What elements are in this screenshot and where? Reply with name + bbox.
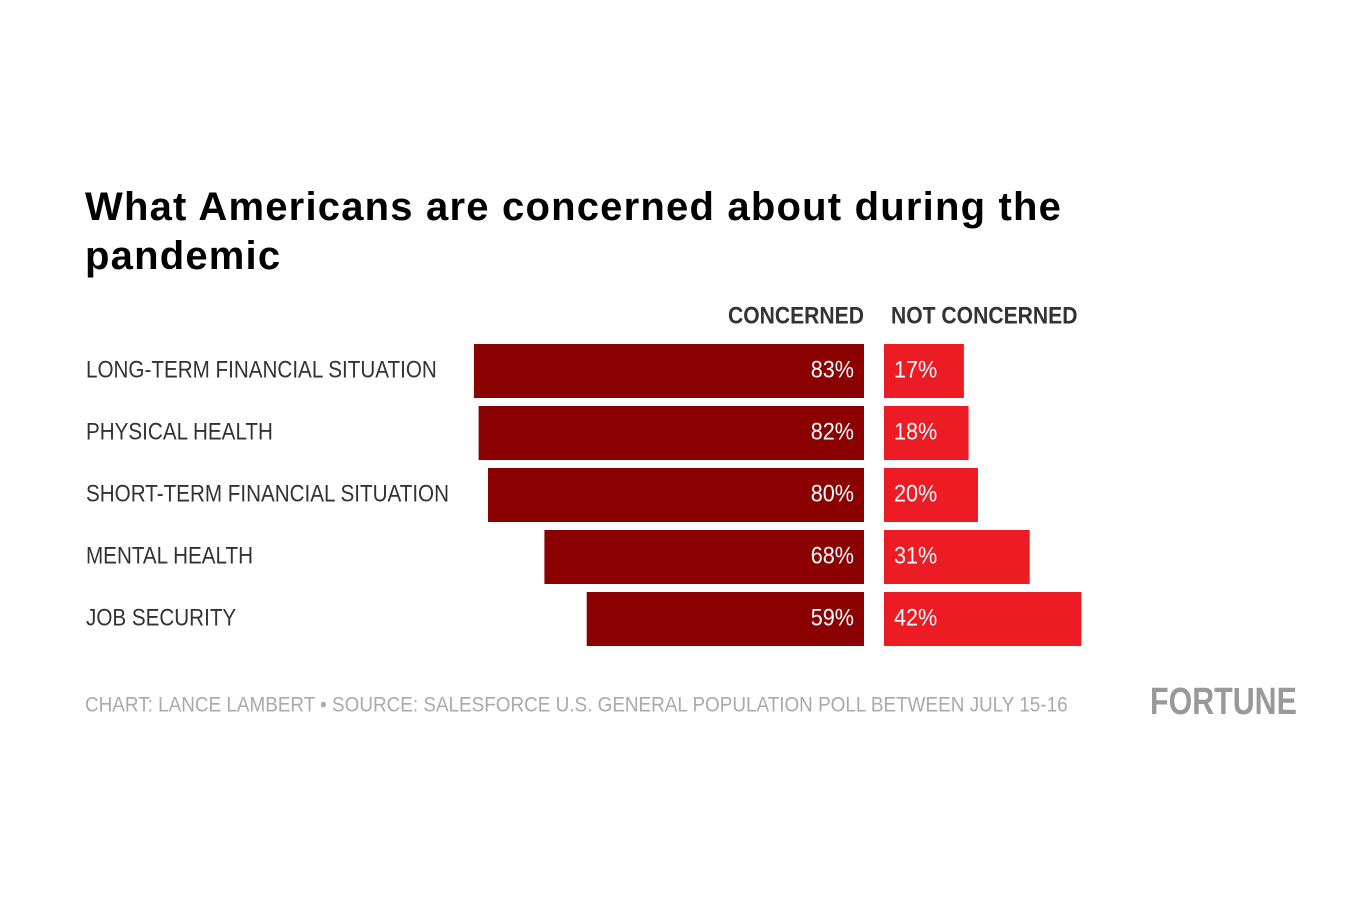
value-label: 20% [894,479,937,506]
category-label: MENTAL HEALTH [86,542,253,569]
brand-logo: FORTUNE [1150,681,1297,723]
value-label: 17% [894,355,937,382]
bar [586,592,864,646]
bar [884,344,964,398]
value-label: 80% [811,479,854,506]
value-label: 18% [894,417,937,444]
chart-title: What Americans are concerned about durin… [85,185,1063,278]
series-header: NOT CONCERNED [891,302,1077,329]
value-label: 42% [894,603,937,630]
bar [473,344,864,398]
category-label: PHYSICAL HEALTH [86,418,273,445]
bar [488,468,864,522]
value-label: 83% [811,355,854,382]
bar [884,468,978,522]
value-label: 82% [811,417,854,444]
footer: CHART: LANCE LAMBERT • SOURCE: SALESFORC… [85,694,1068,717]
value-label: 68% [811,541,854,568]
value-label: 31% [894,541,937,568]
value-label: 59% [811,603,854,630]
bar [884,530,1030,584]
bar [884,406,969,460]
bar [478,406,864,460]
bar [544,530,864,584]
category-label: JOB SECURITY [86,604,236,631]
bar [884,592,1082,646]
series-header: CONCERNED [728,302,864,329]
category-label: SHORT-TERM FINANCIAL SITUATION [86,480,449,507]
category-label: LONG-TERM FINANCIAL SITUATION [86,356,437,383]
